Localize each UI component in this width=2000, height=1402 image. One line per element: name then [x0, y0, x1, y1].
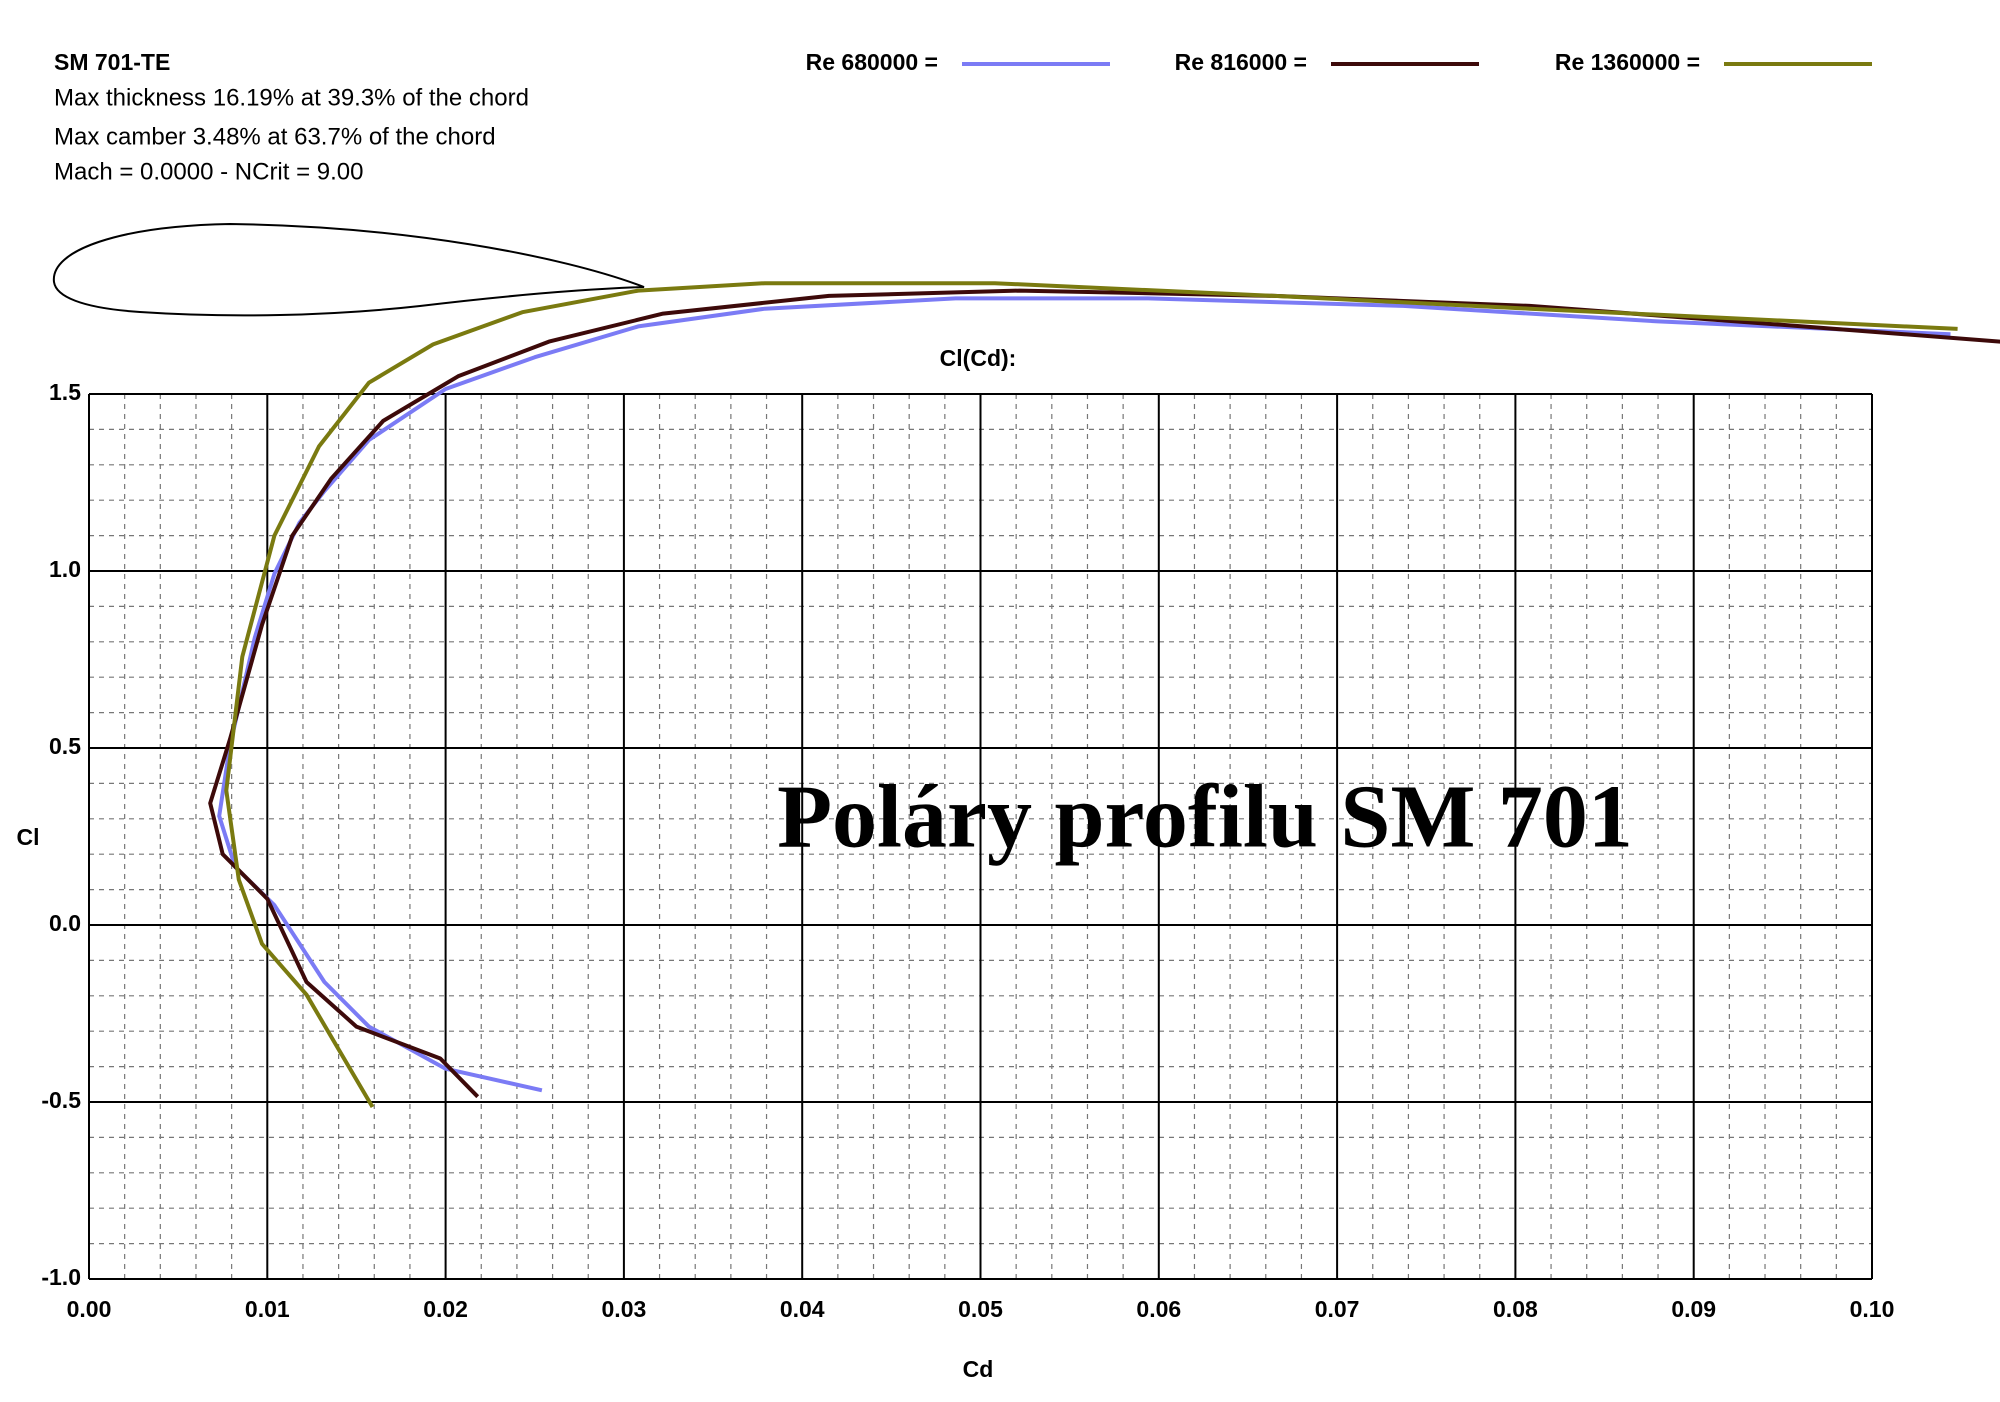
y-tick-label: 1.5 [49, 379, 81, 405]
annotation: Poláry profilu SM 701 [777, 768, 1633, 867]
legend-label: Re 680000 = [806, 49, 938, 75]
series-line [208, 288, 2000, 1099]
series-line [217, 296, 1951, 1093]
series-line [224, 281, 1958, 1109]
chart-title: Cl(Cd): [940, 345, 1017, 371]
airfoil-name: SM 701-TE [54, 49, 170, 75]
y-tick-label: 0.5 [49, 733, 81, 759]
x-tick-label: 0.06 [1136, 1296, 1181, 1322]
x-tick-label: 0.03 [602, 1296, 647, 1322]
x-tick-label: 0.02 [423, 1296, 468, 1322]
y-axis-label: Cl [17, 824, 40, 850]
info-line: Mach = 0.0000 - NCrit = 9.00 [54, 158, 364, 185]
info-line: Max thickness 16.19% at 39.3% of the cho… [54, 84, 529, 111]
y-tick-label: -1.0 [41, 1264, 81, 1290]
x-tick-label: 0.07 [1315, 1296, 1360, 1322]
x-axis-label: Cd [963, 1356, 994, 1382]
series-lines [208, 281, 2000, 1109]
info-line: Max camber 3.48% at 63.7% of the chord [54, 123, 496, 150]
x-tick-label: 0.01 [245, 1296, 290, 1322]
x-tick-label: 0.08 [1493, 1296, 1538, 1322]
x-tick-label: 0.09 [1671, 1296, 1716, 1322]
airfoil-outline [52, 222, 645, 317]
x-tick-label: 0.00 [67, 1296, 112, 1322]
x-tick-label: 0.04 [780, 1296, 825, 1322]
x-tick-label: 0.05 [958, 1296, 1003, 1322]
grid: 0.00 0.01 0.02 0.03 0.04 0.05 0.06 0.07 0.08 0.09… [41, 379, 1894, 1322]
x-tick-label: 0.10 [1850, 1296, 1895, 1322]
y-tick-label: 0.0 [49, 910, 81, 936]
y-tick-label: 1.0 [49, 556, 81, 582]
legend: Re 680000 = Re 816000 = Re 1360000 = [806, 49, 1872, 75]
legend-label: Re 816000 = [1175, 49, 1307, 75]
legend-label: Re 1360000 = [1555, 49, 1700, 75]
y-tick-label: -0.5 [41, 1087, 81, 1113]
